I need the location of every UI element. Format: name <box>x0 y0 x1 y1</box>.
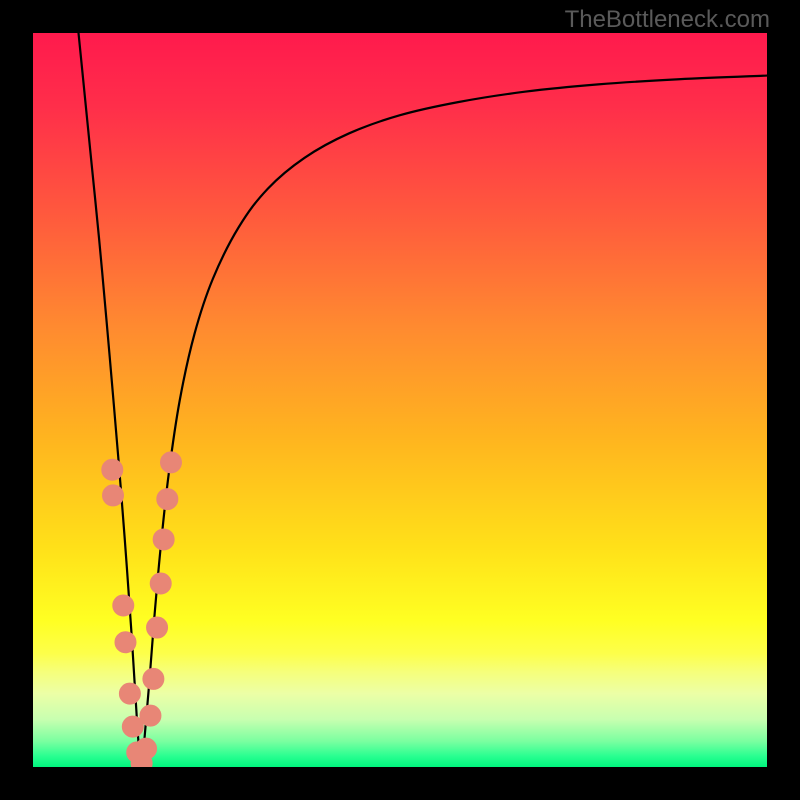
data-marker <box>140 705 161 726</box>
data-marker <box>113 595 134 616</box>
data-marker <box>157 489 178 510</box>
data-marker <box>143 668 164 689</box>
data-marker <box>147 617 168 638</box>
data-marker <box>136 738 157 759</box>
gradient-background <box>33 33 767 767</box>
data-marker <box>119 683 140 704</box>
plot-area <box>33 33 767 767</box>
data-marker <box>103 485 124 506</box>
data-marker <box>115 632 136 653</box>
data-marker <box>153 529 174 550</box>
data-marker <box>102 459 123 480</box>
data-marker <box>150 573 171 594</box>
data-marker <box>160 452 181 473</box>
chart-stage: TheBottleneck.com <box>0 0 800 800</box>
plot-svg <box>33 33 767 767</box>
watermark-text: TheBottleneck.com <box>565 6 770 34</box>
